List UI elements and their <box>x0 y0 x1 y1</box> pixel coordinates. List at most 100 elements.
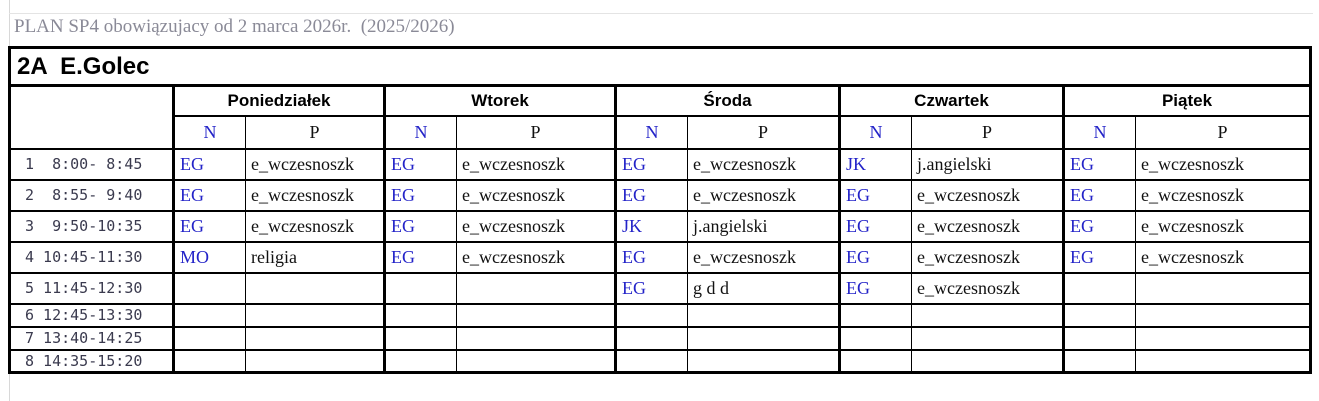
day-header-row: Poniedziałek Wtorek Środa Czwartek Piątek <box>8 84 1312 150</box>
teacher-cell: JK <box>838 147 912 181</box>
teacher-cell: EG <box>614 240 688 274</box>
day-header-sroda: Środa <box>614 84 841 117</box>
n-column-header: N <box>383 114 457 150</box>
timetable-body: 1 8:00- 8:45 EG e_wczesnoszk EG e_wczesnoszk… <box>8 147 1312 374</box>
subject-cell: e_wczesnoszk <box>245 147 386 181</box>
teacher-cell: EG <box>172 147 246 181</box>
subject-cell <box>456 271 617 305</box>
teacher-cell <box>1062 302 1136 328</box>
subject-cell: e_wczesnoszk <box>456 147 617 181</box>
subject-cell: e_wczesnoszk <box>687 178 841 212</box>
subject-cell <box>245 325 386 351</box>
subject-cell <box>456 325 617 351</box>
subject-cell: e_wczesnoszk <box>1134 147 1312 181</box>
subject-cell <box>1134 271 1312 305</box>
class-title: 2A E.Golec <box>8 46 1312 87</box>
subject-cell: e_wczesnoszk <box>456 178 617 212</box>
plan-header-note: PLAN SP4 obowiązujacy od 2 marca 2026r. … <box>14 16 455 37</box>
teacher-cell: EG <box>1062 209 1136 243</box>
teacher-cell <box>1062 325 1136 351</box>
period-time-cell: 7 13:40-14:25 <box>8 325 175 351</box>
p-column-header: P <box>911 114 1065 150</box>
subject-cell: g d d <box>687 271 841 305</box>
teacher-cell: EG <box>1062 178 1136 212</box>
subject-cell <box>687 302 841 328</box>
subject-cell <box>911 325 1065 351</box>
teacher-cell: EG <box>383 240 457 274</box>
teacher-cell <box>1062 271 1136 305</box>
p-column-header: P <box>1134 114 1312 150</box>
n-column-header: N <box>172 114 246 150</box>
teacher-cell: EG <box>172 178 246 212</box>
teacher-cell <box>172 302 246 328</box>
teacher-cell <box>383 271 457 305</box>
subject-cell <box>456 348 617 374</box>
teacher-cell: EG <box>614 178 688 212</box>
period-time-cell: 2 8:55- 9:40 <box>8 178 175 212</box>
subject-cell: j.angielski <box>687 209 841 243</box>
page-top-edge-line <box>9 13 1313 14</box>
subject-cell: e_wczesnoszk <box>911 209 1065 243</box>
n-column-header: N <box>838 114 912 150</box>
period-time-cell: 8 14:35-15:20 <box>8 348 175 374</box>
subject-cell: j.angielski <box>911 147 1065 181</box>
teacher-cell: EG <box>838 240 912 274</box>
period-row: 8 14:35-15:20 <box>8 348 1312 374</box>
subject-cell <box>911 302 1065 328</box>
teacher-cell: EG <box>838 271 912 305</box>
class-title-row: 2A E.Golec <box>8 46 1312 87</box>
teacher-cell <box>614 302 688 328</box>
subject-cell: e_wczesnoszk <box>456 240 617 274</box>
subject-cell: religia <box>245 240 386 274</box>
subject-cell <box>911 348 1065 374</box>
subject-cell: e_wczesnoszk <box>245 178 386 212</box>
subject-cell <box>687 325 841 351</box>
teacher-cell: EG <box>383 209 457 243</box>
subject-cell: e_wczesnoszk <box>1134 178 1312 212</box>
teacher-cell <box>172 348 246 374</box>
day-header-poniedzialek: Poniedziałek <box>172 84 386 117</box>
teacher-cell: EG <box>838 178 912 212</box>
day-header-czwartek: Czwartek <box>838 84 1065 117</box>
period-row: 1 8:00- 8:45 EG e_wczesnoszk EG e_wczesnoszk… <box>8 147 1312 181</box>
teacher-cell: MO <box>172 240 246 274</box>
p-column-header: P <box>687 114 841 150</box>
teacher-cell <box>614 325 688 351</box>
subject-cell <box>1134 325 1312 351</box>
period-row: 2 8:55- 9:40 EG e_wczesnoszk EG e_wczesnoszk… <box>8 178 1312 212</box>
teacher-cell: EG <box>383 178 457 212</box>
teacher-cell: EG <box>614 271 688 305</box>
teacher-cell <box>172 271 246 305</box>
teacher-cell: EG <box>1062 240 1136 274</box>
subject-cell <box>245 348 386 374</box>
period-row: 7 13:40-14:25 <box>8 325 1312 351</box>
subject-cell: e_wczesnoszk <box>687 147 841 181</box>
subject-cell: e_wczesnoszk <box>911 178 1065 212</box>
subject-cell: e_wczesnoszk <box>911 271 1065 305</box>
teacher-cell: JK <box>614 209 688 243</box>
n-column-header: N <box>1062 114 1136 150</box>
subject-cell <box>1134 302 1312 328</box>
day-header-piatek: Piątek <box>1061 84 1312 117</box>
teacher-cell <box>1062 348 1136 374</box>
n-column-header: N <box>614 114 688 150</box>
timetable-head: 2A E.Golec Poniedziałek Wtorek Środa Czwart… <box>8 46 1312 150</box>
subject-cell <box>245 302 386 328</box>
subject-cell: e_wczesnoszk <box>1134 240 1312 274</box>
period-time-cell: 1 8:00- 8:45 <box>8 147 175 181</box>
teacher-cell: EG <box>383 147 457 181</box>
subject-cell: e_wczesnoszk <box>245 209 386 243</box>
period-time-cell: 3 9:50-10:35 <box>8 209 175 243</box>
subject-cell: e_wczesnoszk <box>687 240 841 274</box>
subject-cell <box>1134 348 1312 374</box>
teacher-cell: EG <box>1062 147 1136 181</box>
p-column-header: P <box>245 114 386 150</box>
subject-cell: e_wczesnoszk <box>456 209 617 243</box>
p-column-header: P <box>456 114 617 150</box>
period-row: 4 10:45-11:30 MO religia EG e_wczesnoszk EG e_… <box>8 240 1312 274</box>
day-header-wtorek: Wtorek <box>383 84 617 117</box>
subject-cell <box>456 302 617 328</box>
period-row: 5 11:45-12:30 EG g d d EG e_wczesnoszk <box>8 271 1312 305</box>
